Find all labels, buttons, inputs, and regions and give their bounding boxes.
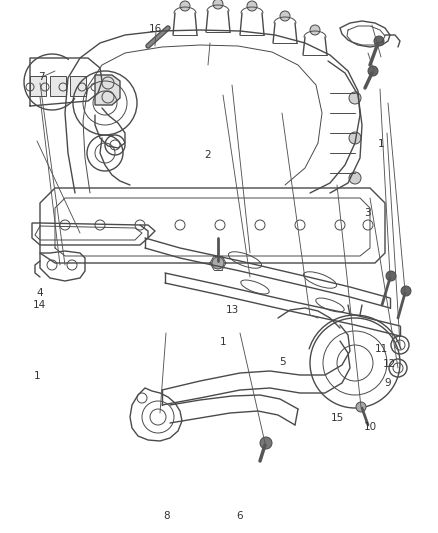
Circle shape: [349, 132, 361, 144]
Circle shape: [260, 437, 272, 449]
Circle shape: [280, 11, 290, 21]
Text: 8: 8: [163, 511, 170, 521]
Circle shape: [349, 172, 361, 184]
Text: 1: 1: [34, 371, 41, 381]
Polygon shape: [50, 76, 66, 96]
Text: 6: 6: [237, 511, 244, 521]
Text: 16: 16: [149, 25, 162, 34]
Text: 2: 2: [205, 150, 212, 159]
Text: 4: 4: [36, 288, 43, 298]
Circle shape: [349, 92, 361, 104]
Circle shape: [368, 66, 378, 76]
Text: 10: 10: [364, 423, 377, 432]
Text: 14: 14: [33, 300, 46, 310]
Circle shape: [213, 0, 223, 9]
Circle shape: [386, 271, 396, 281]
Circle shape: [212, 257, 224, 269]
Text: 12: 12: [383, 359, 396, 368]
Circle shape: [374, 36, 384, 46]
Polygon shape: [95, 75, 120, 105]
Circle shape: [310, 25, 320, 35]
Text: 13: 13: [226, 305, 239, 315]
Text: 1: 1: [220, 337, 227, 347]
Text: 5: 5: [279, 358, 286, 367]
Text: 9: 9: [384, 378, 391, 387]
Text: 11: 11: [374, 344, 388, 354]
Text: 1: 1: [378, 139, 385, 149]
Circle shape: [356, 402, 366, 412]
Text: 15: 15: [331, 414, 344, 423]
Polygon shape: [30, 76, 46, 96]
Circle shape: [401, 286, 411, 296]
Circle shape: [180, 1, 190, 11]
Text: 7: 7: [38, 72, 45, 82]
Circle shape: [247, 1, 257, 11]
Polygon shape: [70, 76, 86, 96]
Text: 3: 3: [364, 208, 371, 218]
